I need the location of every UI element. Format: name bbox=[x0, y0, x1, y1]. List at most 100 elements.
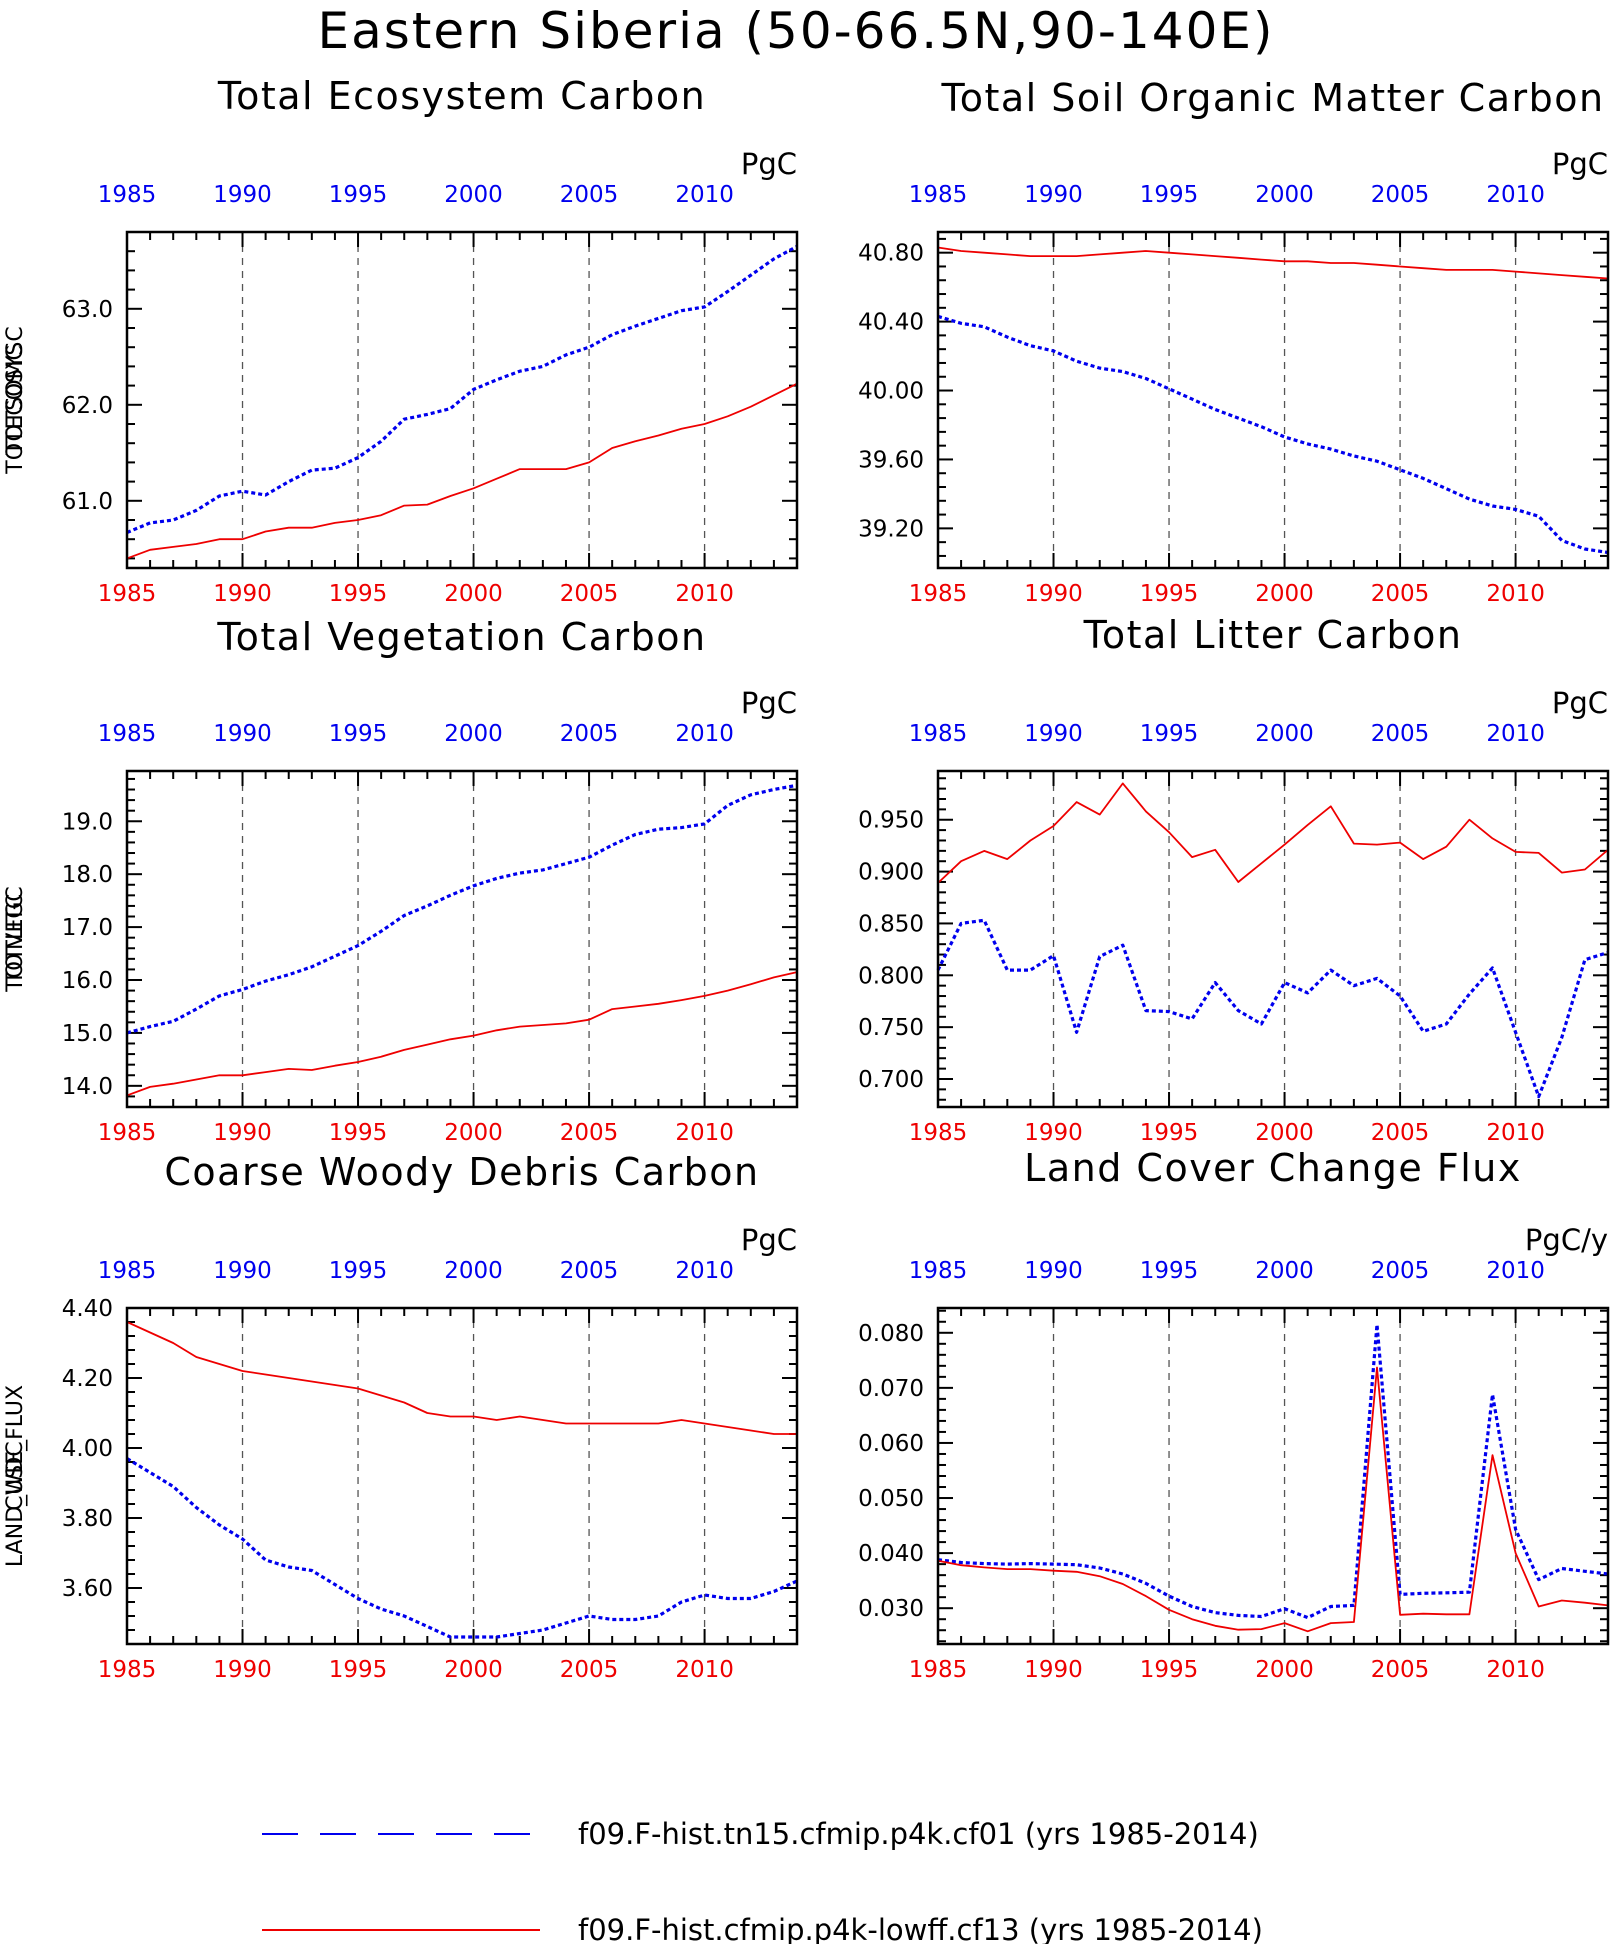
y-tick-label: 3.60 bbox=[62, 1576, 113, 1602]
x-tick-label-bottom: 2005 bbox=[560, 1120, 619, 1146]
x-tick-label-top: 2005 bbox=[1371, 182, 1430, 208]
y-tick-label: 40.40 bbox=[858, 310, 924, 336]
series-run2-line bbox=[126, 971, 798, 1097]
x-tick-label-top: 2005 bbox=[1371, 1258, 1430, 1284]
figure-title: Eastern Siberia (50-66.5N,90-140E) bbox=[317, 2, 1274, 60]
panel-title: Total Litter Carbon bbox=[1083, 613, 1463, 657]
y-tick-label: 3.80 bbox=[62, 1506, 113, 1532]
y-tick-label: 39.20 bbox=[858, 516, 924, 542]
x-tick-label-top: 1990 bbox=[1024, 182, 1083, 208]
panel-title: Land Cover Change Flux bbox=[1024, 1146, 1522, 1190]
x-tick-label-top: 2005 bbox=[560, 721, 619, 747]
x-tick-label-top: 1990 bbox=[1024, 721, 1083, 747]
y-tick-label: 63.0 bbox=[62, 297, 113, 323]
x-tick-label-bottom: 1985 bbox=[909, 1120, 968, 1146]
y-axis-label: TOTLITC bbox=[3, 894, 28, 985]
panel-4: Total Litter Carbon PgC TOTLITC 1985 1985 199… bbox=[3, 613, 1610, 1146]
series-run2-line bbox=[126, 1321, 797, 1435]
plot-frame bbox=[125, 1306, 799, 1646]
x-tick-label-top: 2000 bbox=[1255, 182, 1314, 208]
legend-label-2: f09.F-hist.cfmip.p4k-lowff.cf13 (yrs 198… bbox=[578, 1913, 1263, 1944]
x-tick-label-bottom: 1990 bbox=[1024, 1120, 1083, 1146]
y-tick-label: 14.0 bbox=[62, 1074, 113, 1100]
series-run1-line bbox=[936, 918, 1609, 1099]
x-tick-label-top: 2000 bbox=[444, 1258, 503, 1284]
x-tick-label-top: 1985 bbox=[98, 182, 157, 208]
x-tick-label-bottom: 1990 bbox=[1024, 581, 1083, 607]
x-tick-label-bottom: 2010 bbox=[1486, 581, 1545, 607]
plot-frame bbox=[936, 230, 1610, 570]
y-tick-label: 0.030 bbox=[858, 1596, 924, 1622]
x-tick-label-bottom: 2005 bbox=[560, 1657, 619, 1683]
y-tick-label: 39.60 bbox=[858, 447, 924, 473]
y-tick-label: 0.040 bbox=[858, 1541, 924, 1567]
series-run1-line bbox=[937, 314, 1609, 555]
y-tick-label: 4.00 bbox=[62, 1436, 113, 1462]
y-tick-label: 0.700 bbox=[858, 1067, 924, 1093]
series-run2-line bbox=[937, 246, 1609, 280]
x-tick-label-bottom: 2000 bbox=[1255, 1657, 1314, 1683]
y-tick-label: 0.060 bbox=[858, 1431, 924, 1457]
units-label: PgC bbox=[741, 147, 797, 181]
plot-frame bbox=[936, 769, 1610, 1109]
units-label: PgC/y bbox=[1525, 1223, 1608, 1257]
panels: Total Ecosystem Carbon PgC TOTECOSYSC 1985 1… bbox=[3, 74, 1610, 1683]
x-tick-label-bottom: 2010 bbox=[675, 581, 734, 607]
legend-label-1: f09.F-hist.tn15.cfmip.p4k.cf01 (yrs 1985… bbox=[578, 1817, 1259, 1851]
x-tick-label-bottom: 2000 bbox=[444, 1120, 503, 1146]
x-tick-label-top: 2000 bbox=[444, 721, 503, 747]
x-tick-label-bottom: 1990 bbox=[1024, 1657, 1083, 1683]
y-tick-label: 0.950 bbox=[858, 808, 924, 834]
y-tick-label: 62.0 bbox=[62, 393, 113, 419]
y-tick-label: 19.0 bbox=[62, 809, 113, 835]
series-run1-line bbox=[126, 783, 798, 1035]
x-tick-label-top: 1985 bbox=[98, 721, 157, 747]
y-axis-label: LAND_USE_FLUX bbox=[3, 1385, 28, 1567]
x-tick-label-bottom: 2000 bbox=[1255, 581, 1314, 607]
x-tick-label-top: 1985 bbox=[98, 1258, 157, 1284]
x-tick-label-top: 2000 bbox=[1255, 721, 1314, 747]
y-tick-label: 16.0 bbox=[62, 968, 113, 994]
y-tick-label: 4.20 bbox=[62, 1366, 113, 1392]
y-tick-label: 40.00 bbox=[858, 379, 924, 405]
units-label: PgC bbox=[741, 1223, 797, 1257]
panel-2: Total Soil Organic Matter Carbon PgC TOTSO… bbox=[3, 76, 1610, 607]
x-tick-label-top: 2010 bbox=[1486, 182, 1545, 208]
y-tick-label: 0.070 bbox=[858, 1376, 924, 1402]
x-tick-label-bottom: 1990 bbox=[213, 1657, 272, 1683]
x-tick-label-top: 2010 bbox=[675, 721, 734, 747]
y-axis-label: TOTSOMC bbox=[3, 345, 28, 456]
x-tick-label-bottom: 1985 bbox=[909, 581, 968, 607]
y-tick-label: 0.800 bbox=[858, 963, 924, 989]
y-axis-label: TOTECOSYSC bbox=[3, 326, 28, 475]
x-tick-label-top: 2010 bbox=[1486, 1258, 1545, 1284]
x-tick-label-bottom: 2000 bbox=[444, 1657, 503, 1683]
y-tick-label: 61.0 bbox=[62, 489, 113, 515]
x-tick-label-top: 1985 bbox=[909, 721, 968, 747]
x-tick-label-top: 2010 bbox=[675, 1258, 734, 1284]
x-tick-label-top: 2005 bbox=[1371, 721, 1430, 747]
units-label: PgC bbox=[1552, 686, 1608, 720]
x-tick-label-bottom: 2000 bbox=[1255, 1120, 1314, 1146]
y-tick-label: 4.40 bbox=[62, 1296, 113, 1322]
panel-title: Total Ecosystem Carbon bbox=[217, 74, 706, 118]
x-tick-label-bottom: 1990 bbox=[213, 1120, 272, 1146]
x-tick-label-top: 1990 bbox=[213, 721, 272, 747]
series-run1-line bbox=[937, 1322, 1609, 1620]
x-tick-label-top: 2010 bbox=[675, 182, 734, 208]
series-run2-line bbox=[937, 782, 1609, 884]
y-tick-label: 0.080 bbox=[858, 1321, 924, 1347]
x-tick-label-bottom: 1995 bbox=[1140, 581, 1199, 607]
x-tick-label-bottom: 1995 bbox=[329, 1657, 388, 1683]
plot-frame bbox=[125, 230, 799, 570]
series-run2-line bbox=[126, 382, 798, 560]
x-tick-label-top: 1995 bbox=[329, 182, 388, 208]
x-tick-label-bottom: 2010 bbox=[1486, 1657, 1545, 1683]
units-label: PgC bbox=[741, 686, 797, 720]
panel-title: Total Soil Organic Matter Carbon bbox=[940, 76, 1604, 120]
x-tick-label-top: 1985 bbox=[909, 182, 968, 208]
x-tick-label-bottom: 1990 bbox=[213, 581, 272, 607]
panel-5: Coarse Woody Debris Carbon PgC CWDC 1985 198… bbox=[3, 1150, 799, 1683]
panel-1: Total Ecosystem Carbon PgC TOTECOSYSC 1985 1… bbox=[3, 74, 799, 607]
